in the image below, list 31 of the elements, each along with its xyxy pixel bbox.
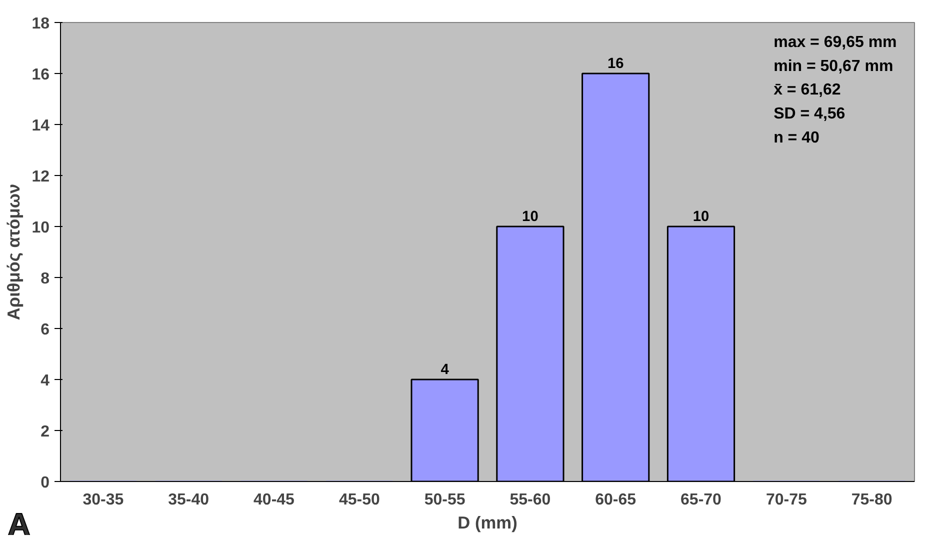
data-label: 10 [522,208,538,225]
data-label: 16 [607,56,624,72]
annotation: n = 40 [774,129,820,146]
data-label: 10 [692,208,710,225]
x-tick-label: 60-65 [595,492,636,508]
x-tick-label: 55-60 [510,492,551,508]
x-tick-label: 75-80 [851,492,892,508]
y-tick-label: 0 [40,474,50,492]
x-tick-label: 35-40 [168,492,210,508]
x-tick-label: 40-45 [254,492,295,508]
y-tick-label: 8 [40,270,50,288]
y-tick-label: 10 [32,220,50,236]
x-tick-label: 65-70 [680,492,722,508]
data-label: 4 [440,362,450,378]
y-axis-title: Αριθμός ατόμων [4,184,24,320]
x-tick-label: 45-50 [338,492,380,508]
y-tick-label: 12 [32,168,50,186]
y-tick-label: 6 [40,322,50,338]
y-tick-label: 4 [40,372,50,390]
annotation: max = 69,65 mm [774,34,897,51]
x-tick-label: 70-75 [766,492,807,508]
y-tick-label: 18 [32,16,50,32]
annotation: SD = 4,56 [774,106,846,123]
x-tick-label: 30-35 [82,492,124,508]
y-tick-label: 16 [32,66,50,84]
y-tick-label: 14 [32,118,50,134]
x-axis-title: D (mm) [458,512,518,532]
y-tick-label: 2 [40,424,50,440]
annotation: x̄ = 61,62 [774,82,841,99]
annotation: min = 50,67 mm [774,58,894,75]
x-tick-label: 50-55 [424,492,466,508]
